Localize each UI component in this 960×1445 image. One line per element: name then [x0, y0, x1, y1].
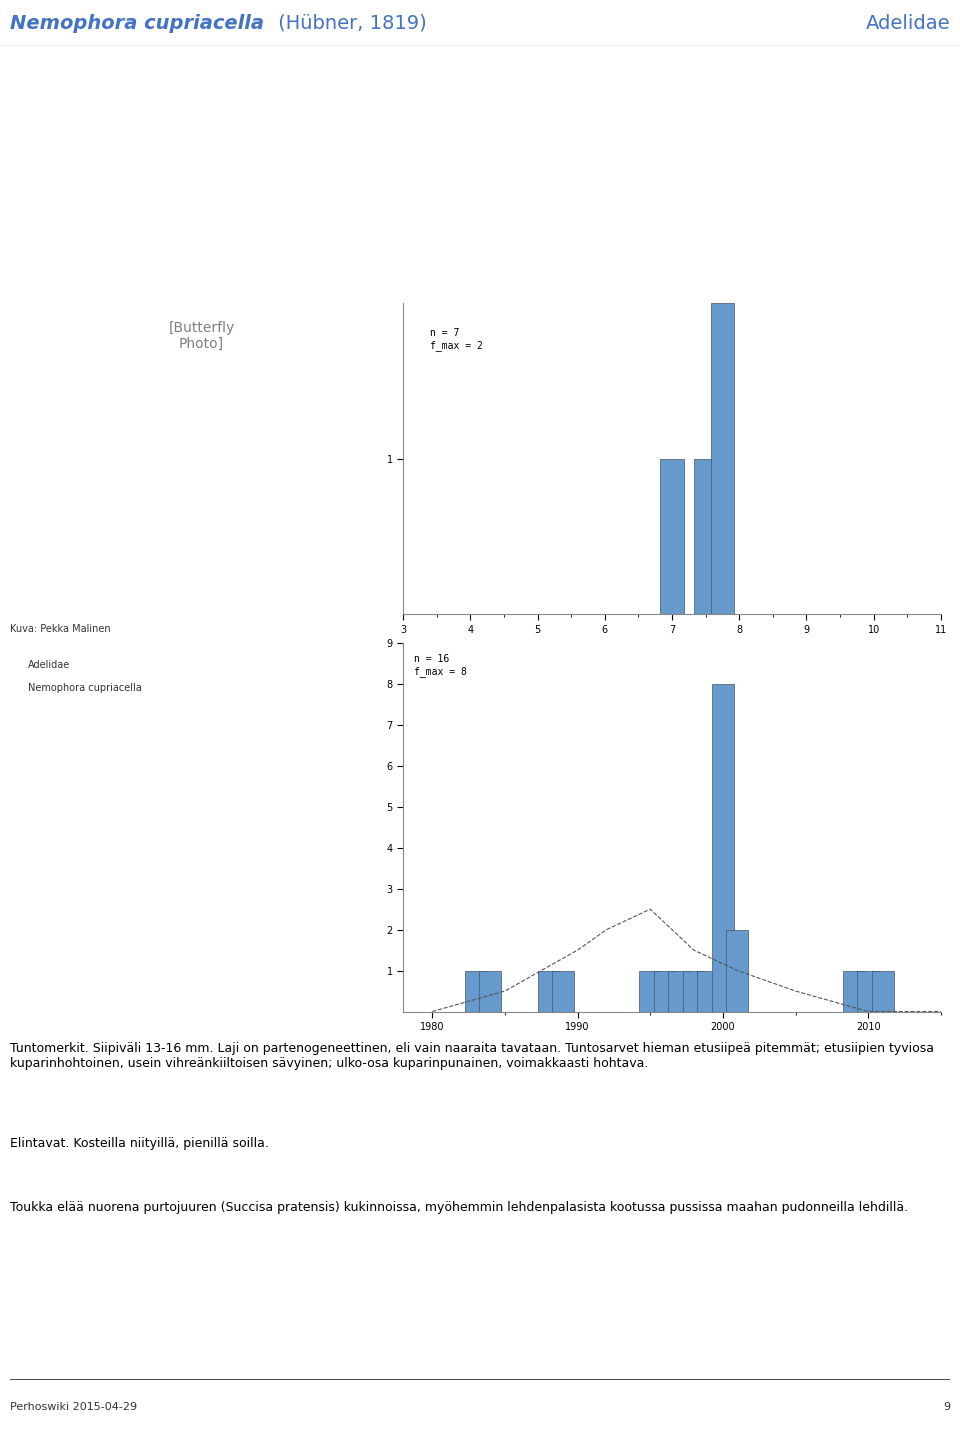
- Text: Tuntomerkit. Siipiväli 13-16 mm. Laji on partenogeneettinen, eli vain naaraita t: Tuntomerkit. Siipiväli 13-16 mm. Laji on…: [10, 1042, 933, 1069]
- Text: 9: 9: [944, 1403, 950, 1412]
- Bar: [872, 971, 894, 1012]
- Bar: [710, 303, 734, 614]
- Bar: [712, 683, 733, 1012]
- Bar: [697, 971, 719, 1012]
- Text: Adelidae: Adelidae: [28, 659, 70, 669]
- Bar: [683, 971, 705, 1012]
- Text: n = 16
f_max = 8: n = 16 f_max = 8: [414, 655, 467, 676]
- Text: Nemophora cupriacella: Nemophora cupriacella: [10, 13, 264, 33]
- Text: Adelidae: Adelidae: [866, 13, 950, 33]
- Text: Elintavat. Kosteilla niityillä, pienillä soilla.: Elintavat. Kosteilla niityillä, pienillä…: [10, 1137, 269, 1150]
- Text: Nemophora cupriacella: Nemophora cupriacella: [28, 683, 141, 694]
- Bar: [465, 971, 487, 1012]
- Bar: [694, 460, 717, 614]
- Bar: [668, 971, 690, 1012]
- Text: Perhoswiki 2015-04-29: Perhoswiki 2015-04-29: [10, 1403, 136, 1412]
- Bar: [552, 971, 574, 1012]
- Text: (Hübner, 1819): (Hübner, 1819): [272, 13, 426, 33]
- Bar: [639, 971, 661, 1012]
- Bar: [857, 971, 879, 1012]
- Bar: [843, 971, 865, 1012]
- Bar: [727, 929, 748, 1011]
- Bar: [654, 971, 676, 1012]
- Bar: [479, 971, 501, 1012]
- Text: [Butterfly
Photo]: [Butterfly Photo]: [168, 321, 235, 351]
- Text: Kuva: Pekka Malinen: Kuva: Pekka Malinen: [10, 624, 110, 633]
- Bar: [660, 460, 684, 614]
- Text: n = 7
f_max = 2: n = 7 f_max = 2: [430, 328, 483, 351]
- Text: Toukka elää nuorena purtojuuren (Succisa pratensis) kukinnoissa, myöhemmin lehde: Toukka elää nuorena purtojuuren (Succisa…: [10, 1201, 908, 1214]
- Bar: [538, 971, 560, 1012]
